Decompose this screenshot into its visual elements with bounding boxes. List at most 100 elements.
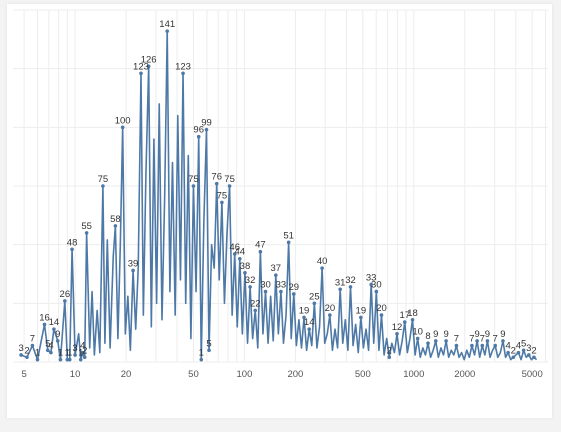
- data-label: 4: [516, 341, 521, 352]
- data-point: [501, 339, 505, 343]
- data-point: [227, 184, 232, 188]
- data-label: 7: [469, 334, 474, 345]
- data-label: 7: [480, 334, 485, 345]
- data-label: 4: [48, 341, 53, 352]
- data-point: [374, 289, 379, 294]
- data-point: [263, 289, 268, 294]
- data-label: 1: [35, 348, 40, 359]
- x-tick-label: 5: [21, 369, 26, 380]
- data-point: [30, 343, 35, 348]
- data-point: [320, 266, 324, 270]
- data-point: [302, 315, 306, 320]
- data-label: 9: [485, 329, 490, 340]
- data-label: 5: [206, 338, 211, 349]
- data-label: 1: [78, 348, 83, 359]
- data-point: [42, 322, 47, 327]
- data-label: 33: [366, 273, 377, 284]
- data-point: [511, 355, 516, 360]
- data-label: 7: [493, 334, 498, 345]
- data-point: [238, 256, 242, 261]
- data-label: 31: [335, 277, 346, 288]
- data-point: [232, 252, 237, 256]
- data-label: 14: [49, 317, 60, 328]
- data-label: 40: [317, 256, 328, 267]
- chart-card: 3 2 7 1 16 5 4 14 9 1 26 1 1 48 3 1 4 2 55 75 58 100 39 123 126 1…: [7, 4, 552, 418]
- data-label: 4: [80, 341, 85, 352]
- data-label: 126: [141, 54, 157, 65]
- data-point: [214, 181, 219, 186]
- x-tick-label: 10: [70, 369, 81, 380]
- data-point: [191, 184, 196, 188]
- data-point: [454, 343, 459, 348]
- data-label: 32: [345, 275, 356, 286]
- data-label: 51: [283, 230, 294, 241]
- data-point: [328, 313, 332, 317]
- data-point: [516, 350, 521, 355]
- data-point: [527, 353, 531, 357]
- data-point: [379, 313, 384, 317]
- data-point: [274, 273, 278, 277]
- data-label: 8: [425, 331, 430, 342]
- data-label: 16: [39, 312, 50, 323]
- data-label: 96: [193, 125, 204, 136]
- data-point: [82, 355, 87, 360]
- data-point: [348, 285, 353, 289]
- data-label: 55: [81, 221, 92, 232]
- data-label: 22: [250, 298, 261, 309]
- data-point: [67, 357, 72, 362]
- data-point: [470, 343, 474, 348]
- data-label: 3: [18, 343, 23, 354]
- data-point: [395, 332, 399, 336]
- data-point: [52, 327, 56, 331]
- data-label: 1: [199, 348, 204, 359]
- data-point: [521, 348, 526, 353]
- data-markers: [19, 29, 536, 362]
- data-point: [444, 339, 448, 343]
- data-point: [402, 320, 407, 324]
- data-label: 99: [201, 118, 212, 129]
- data-label: 7: [30, 334, 35, 345]
- data-label: 1: [67, 348, 72, 359]
- data-label: 2: [511, 345, 516, 356]
- data-point: [45, 348, 50, 353]
- data-point: [475, 339, 479, 343]
- data-label: 9: [55, 329, 60, 340]
- data-point: [387, 355, 392, 360]
- data-label: 58: [110, 214, 121, 225]
- data-label: 14: [304, 317, 315, 328]
- data-label: 5: [521, 338, 526, 349]
- data-point: [485, 339, 490, 343]
- data-label: 123: [133, 61, 149, 72]
- data-point: [84, 231, 89, 235]
- data-label: 1: [58, 348, 63, 359]
- data-point: [139, 71, 143, 76]
- data-point: [312, 301, 317, 306]
- data-point: [49, 350, 53, 355]
- data-point: [73, 353, 77, 357]
- data-point: [165, 29, 170, 33]
- data-label: 19: [299, 305, 310, 316]
- data-label: 2: [387, 345, 392, 356]
- data-label: 123: [175, 61, 191, 72]
- data-label: 18: [407, 308, 418, 319]
- data-point: [415, 336, 420, 341]
- data-label: 32: [245, 275, 256, 286]
- data-label: 39: [128, 258, 139, 269]
- data-point: [426, 341, 430, 346]
- data-label: 38: [240, 261, 251, 272]
- data-point: [63, 299, 67, 303]
- data-point: [70, 247, 74, 252]
- x-tick-label: 100: [237, 369, 253, 380]
- data-label: 25: [309, 291, 320, 302]
- data-label: 30: [260, 280, 271, 291]
- data-point: [532, 355, 536, 360]
- data-label: 2: [82, 345, 87, 356]
- x-tick-label: 20: [121, 369, 132, 380]
- x-tick-label: 2000: [454, 369, 475, 380]
- data-point: [369, 282, 373, 287]
- data-label: 17: [399, 310, 410, 321]
- data-point: [279, 289, 283, 294]
- data-label: 30: [371, 280, 382, 291]
